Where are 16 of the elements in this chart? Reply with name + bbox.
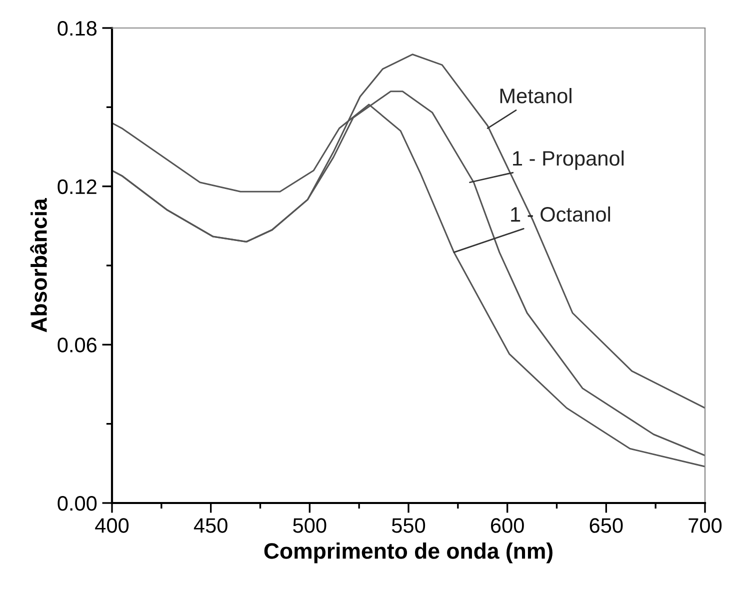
x-tick-label: 500	[293, 518, 326, 533]
y-tick-label: 0.18	[58, 21, 97, 36]
x-tick-label: 450	[194, 518, 228, 533]
x-axis-title: Comprimento de onda (nm)	[264, 542, 552, 564]
y-axis-title: Absorbância	[30, 198, 47, 332]
annotation: 1 - Propanol	[513, 150, 624, 170]
annotation: 1 - Octanol	[511, 206, 610, 222]
y-tick-label: 0.00	[58, 496, 97, 511]
y-tick-label: 0.12	[58, 179, 96, 194]
x-tick-label: 650	[590, 518, 623, 533]
x-tick-label: 600	[491, 518, 524, 533]
y-tick-label: 0.06	[58, 338, 97, 352]
x-tick-label: 550	[392, 518, 426, 533]
annotation: Metanol	[500, 88, 572, 104]
x-tick-label: 400	[95, 518, 129, 533]
x-tick-label: 700	[688, 518, 722, 533]
